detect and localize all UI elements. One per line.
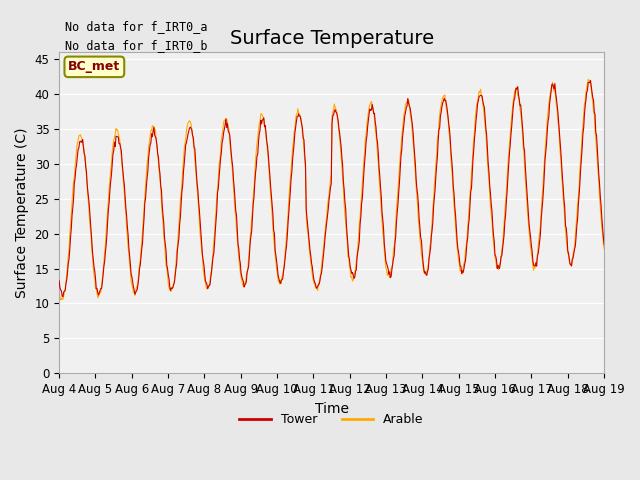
Text: No data for f_IRT0_a: No data for f_IRT0_a — [65, 20, 207, 33]
Y-axis label: Surface Temperature (C): Surface Temperature (C) — [15, 127, 29, 298]
Title: Surface Temperature: Surface Temperature — [230, 29, 434, 48]
Legend: Tower, Arable: Tower, Arable — [234, 408, 429, 432]
X-axis label: Time: Time — [315, 402, 349, 416]
Text: No data for f_IRT0_b: No data for f_IRT0_b — [65, 39, 207, 52]
Text: BC_met: BC_met — [68, 60, 120, 73]
